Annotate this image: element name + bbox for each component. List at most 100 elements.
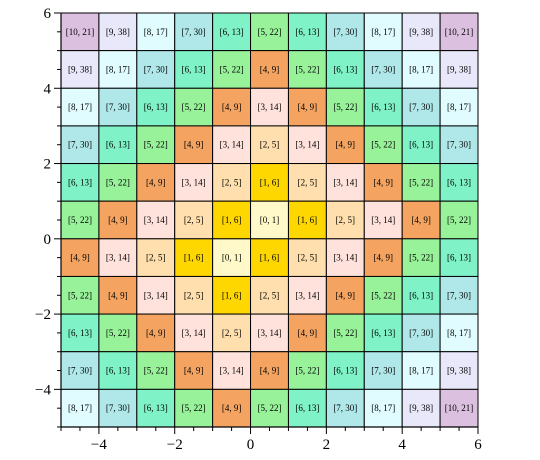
cell-label: [3, 14] (371, 215, 395, 225)
cell-label: [8, 17] (447, 102, 471, 112)
cell-label: [5, 22] (447, 215, 471, 225)
heatmap-cell (287, 50, 327, 89)
cell-label: [9, 38] (447, 366, 471, 376)
cell-label: [6, 13] (295, 403, 319, 413)
heatmap-cell (250, 351, 289, 390)
heatmap-cell (439, 125, 479, 165)
heatmap-cell (212, 163, 252, 202)
cell-label: [6, 13] (68, 177, 92, 187)
cell-label: [4, 9] (108, 290, 128, 300)
cell-label: [3, 14] (144, 215, 168, 225)
cell-label: [4, 9] (336, 140, 356, 150)
heatmap-cell (250, 238, 289, 277)
heatmap-cell (325, 275, 365, 315)
cell-label: [1, 6] (222, 290, 242, 300)
cell-label: [7, 30] (106, 102, 130, 112)
cell-label: [5, 22] (258, 27, 282, 37)
heatmap-cell (401, 50, 441, 89)
cell-label: [3, 14] (220, 366, 244, 376)
heatmap-cell (250, 50, 289, 89)
cell-label: [4, 9] (298, 328, 318, 338)
cell-label: [5, 22] (258, 403, 282, 413)
heatmap-cell (401, 163, 441, 202)
heatmap-cell (174, 275, 214, 315)
x-tick-label: 2 (323, 437, 331, 453)
x-tick-label: 6 (474, 437, 482, 453)
cell-label: [7, 30] (371, 366, 395, 376)
cell-label: [5, 22] (333, 102, 357, 112)
axes-layer: −4 −2 0 2 4 6 −4 −2 0 2 4 6 (35, 6, 482, 453)
y-tick-label: 2 (44, 157, 52, 173)
cell-label: [9, 38] (409, 27, 433, 37)
cell-label: [5, 22] (371, 140, 395, 150)
heatmap-cell (212, 50, 252, 89)
cell-label: [4, 9] (146, 177, 166, 187)
heatmap-cell (401, 12, 441, 52)
cell-label: [9, 38] (447, 64, 471, 74)
cell-label: [2, 5] (222, 177, 242, 187)
cell-label: [5, 22] (68, 290, 92, 300)
cell-label: [4, 9] (411, 215, 431, 225)
cell-label: [4, 9] (373, 177, 393, 187)
cell-label: [0, 1] (260, 215, 280, 225)
heatmap-cell (439, 313, 479, 353)
heatmap-cell (439, 163, 479, 202)
heatmap-cell (60, 238, 100, 277)
cell-label: [8, 17] (68, 403, 92, 413)
heatmap-cell (287, 275, 327, 315)
heatmap-cell (212, 275, 252, 315)
cell-label: [4, 9] (373, 253, 393, 263)
cell-label: [8, 17] (409, 366, 433, 376)
heatmap-cell (212, 351, 252, 390)
cell-label: [6, 13] (333, 64, 357, 74)
cell-label: [3, 14] (333, 177, 357, 187)
cell-label: [4, 9] (108, 215, 128, 225)
heatmap-cell (98, 388, 138, 428)
heatmap-cell (60, 50, 100, 89)
cell-label: [6, 13] (447, 177, 471, 187)
cell-label: [3, 14] (182, 177, 206, 187)
cells-layer: [10, 21] [9, 38] [8, 17] [7, 30] [6, 13] [5, … (60, 12, 479, 428)
y-tick-label: −2 (35, 307, 51, 323)
y-tick-label: 0 (44, 232, 52, 248)
heatmap-cell (439, 388, 479, 428)
cell-label: [4, 9] (336, 290, 356, 300)
cell-label: [7, 30] (409, 328, 433, 338)
cell-label: [6, 13] (447, 253, 471, 263)
cell-label: [5, 22] (144, 140, 168, 150)
cell-label: [2, 5] (222, 328, 242, 338)
cell-label: [5, 22] (333, 328, 357, 338)
heatmap-cell (60, 313, 100, 353)
cell-label: [4, 9] (184, 140, 204, 150)
cell-label: [7, 30] (333, 403, 357, 413)
cell-label: [6, 13] (409, 290, 433, 300)
heatmap-cell (363, 351, 403, 390)
cell-label: [3, 14] (106, 253, 130, 263)
heatmap-cell (325, 238, 365, 277)
heatmap-cell (439, 12, 479, 52)
heatmap-cell (174, 125, 214, 165)
cell-label: [4, 9] (298, 102, 318, 112)
heatmap-cell (60, 163, 100, 202)
cell-label: [0, 1] (222, 253, 242, 263)
cell-label: [4, 9] (222, 102, 242, 112)
heatmap-cell (174, 351, 214, 390)
heatmap-cell (250, 163, 289, 202)
cell-label: [8, 17] (447, 328, 471, 338)
cell-label: [5, 22] (182, 403, 206, 413)
cell-label: [7, 30] (68, 366, 92, 376)
heatmap-cell (363, 238, 403, 277)
cell-label: [5, 22] (409, 253, 433, 263)
x-tick-label: −2 (167, 437, 183, 453)
cell-label: [1, 6] (184, 253, 204, 263)
cell-label: [2, 5] (260, 140, 280, 150)
heatmap-cell (136, 351, 176, 390)
cell-label: [6, 13] (106, 140, 130, 150)
heatmap-cell (136, 238, 176, 277)
cell-label: [5, 22] (68, 215, 92, 225)
cell-label: [6, 13] (144, 102, 168, 112)
heatmap-cell (174, 238, 214, 277)
y-tick-label: −4 (35, 382, 51, 398)
cell-label: [2, 5] (146, 253, 166, 263)
